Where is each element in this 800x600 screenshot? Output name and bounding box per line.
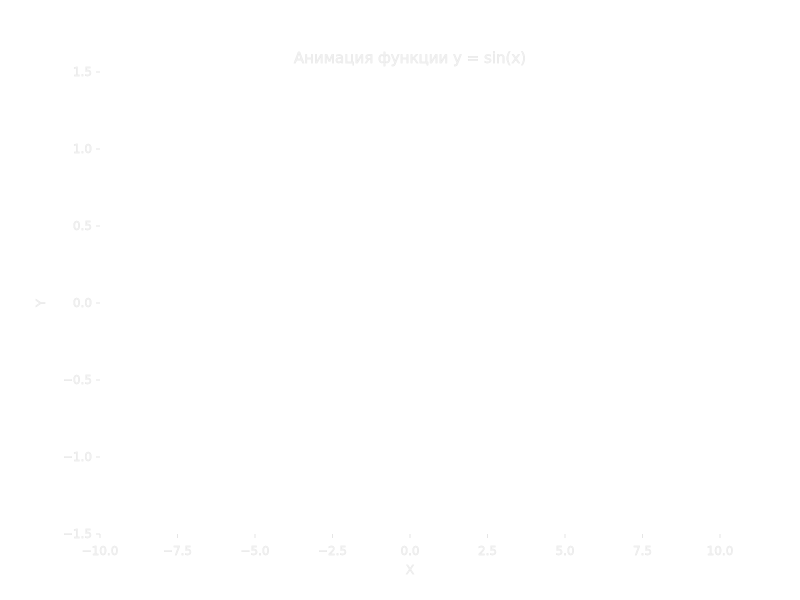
chart-title: Анимация функции y = sin(x) <box>294 49 526 67</box>
x-tick-label: 10.0 <box>707 544 734 558</box>
y-tick-label: 1.5 <box>73 65 92 79</box>
y-axis: 1.5 1.0 0.5 0.0 −0.5 −1.0 −1.5 <box>63 65 100 541</box>
x-tick-label: 5.0 <box>555 544 574 558</box>
x-axis-label: X <box>406 562 415 577</box>
x-tick-label: −7.5 <box>163 544 192 558</box>
x-tick-label: −10.0 <box>82 544 119 558</box>
x-tick-label: 2.5 <box>478 544 497 558</box>
y-tick-label: −1.0 <box>63 450 92 464</box>
x-tick-label: 0.0 <box>400 544 419 558</box>
y-tick-label: 1.0 <box>73 142 92 156</box>
x-tick-label: −2.5 <box>318 544 347 558</box>
y-tick-label: −1.5 <box>63 527 92 541</box>
y-tick-label: 0.0 <box>73 296 92 310</box>
y-tick-label: 0.5 <box>73 219 92 233</box>
x-tick-label: 7.5 <box>633 544 652 558</box>
y-tick-label: −0.5 <box>63 373 92 387</box>
x-tick-label: −5.0 <box>240 544 269 558</box>
x-axis: −10.0 −7.5 −5.0 −2.5 0.0 2.5 5.0 7.5 10.0 <box>81 534 734 558</box>
y-axis-label: Y <box>33 299 48 308</box>
